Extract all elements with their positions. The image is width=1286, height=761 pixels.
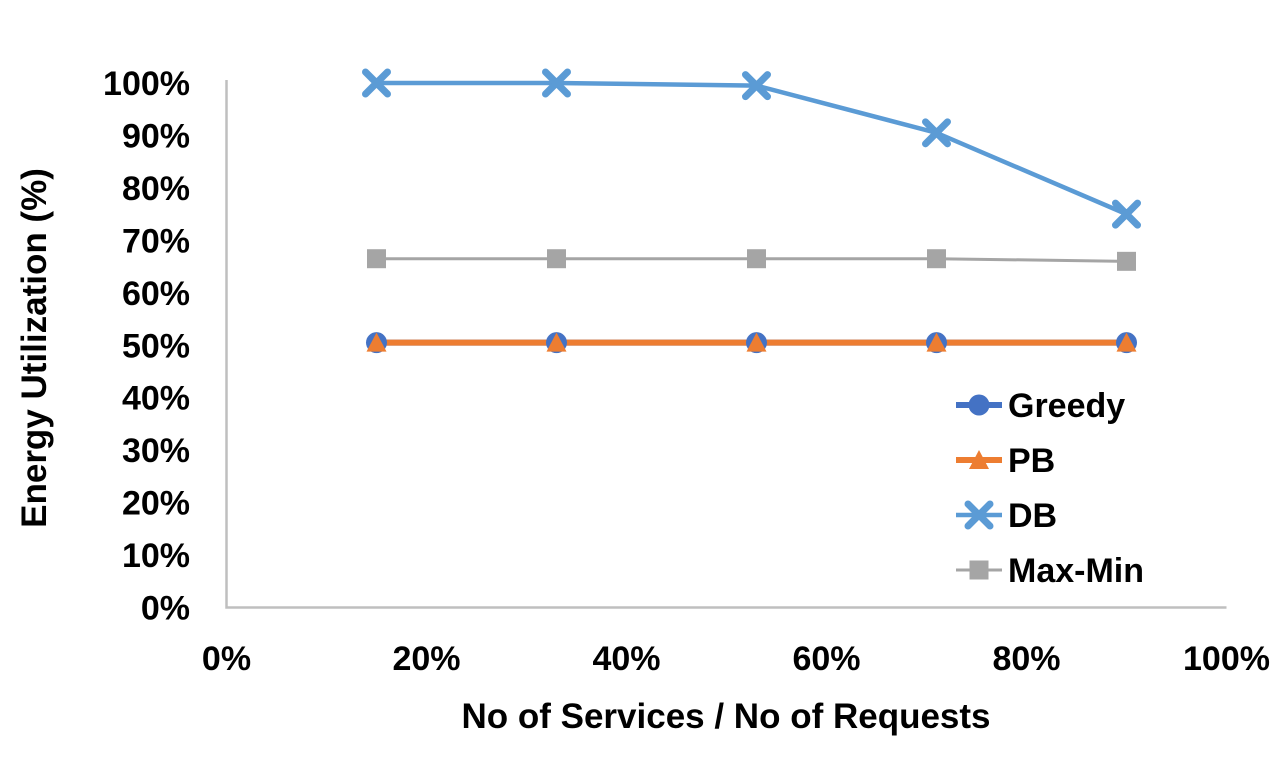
triangle-marker bbox=[926, 332, 947, 352]
x-tick-label: 0% bbox=[202, 640, 251, 678]
series-markers-max-min bbox=[367, 249, 1136, 271]
triangle-marker bbox=[1116, 332, 1137, 352]
square-marker bbox=[1117, 251, 1136, 271]
x-axis-title: No of Services / No of Requests bbox=[461, 697, 990, 736]
x-marker bbox=[964, 500, 994, 530]
x-tick-label: 20% bbox=[392, 640, 460, 678]
legend-label: PB bbox=[1008, 442, 1055, 480]
y-axis-title: Energy Utilization (%) bbox=[15, 168, 54, 528]
y-tick-label: 20% bbox=[122, 485, 190, 523]
legend-label: Max-Min bbox=[1008, 552, 1144, 590]
x-marker bbox=[922, 118, 951, 148]
square-marker bbox=[969, 560, 989, 580]
square-marker bbox=[367, 249, 386, 269]
x-tick-label: 60% bbox=[792, 640, 860, 678]
x-marker bbox=[362, 68, 391, 98]
square-marker bbox=[547, 249, 566, 269]
legend-entry-greedy: Greedy bbox=[956, 387, 1125, 425]
y-tick-label: 0% bbox=[141, 590, 190, 628]
x-marker bbox=[742, 71, 771, 101]
x-tick-label: 100% bbox=[1183, 640, 1270, 678]
triangle-marker bbox=[746, 332, 767, 352]
square-marker bbox=[927, 249, 946, 269]
square-marker bbox=[747, 249, 766, 269]
y-tick-label: 60% bbox=[122, 275, 190, 313]
y-tick-label: 80% bbox=[122, 170, 190, 208]
legend-entry-pb: PB bbox=[956, 442, 1055, 480]
x-marker bbox=[542, 68, 571, 98]
y-tick-label: 30% bbox=[122, 432, 190, 470]
y-tick-label: 40% bbox=[122, 380, 190, 418]
x-marker bbox=[1112, 199, 1141, 229]
legend-entry-max-min: Max-Min bbox=[956, 552, 1144, 590]
y-tick-label: 70% bbox=[122, 222, 190, 260]
y-tick-label: 50% bbox=[122, 327, 190, 365]
legend-label: Greedy bbox=[1008, 387, 1125, 425]
legend-label: DB bbox=[1008, 497, 1057, 535]
y-tick-label: 100% bbox=[103, 65, 190, 103]
y-tick-label: 90% bbox=[122, 117, 190, 155]
triangle-marker bbox=[546, 332, 567, 352]
series-markers-pb bbox=[366, 332, 1137, 352]
series-line-db bbox=[374, 80, 1129, 217]
legend-entry-db: DB bbox=[956, 497, 1057, 535]
x-tick-label: 40% bbox=[592, 640, 660, 678]
triangle-marker bbox=[969, 450, 989, 469]
circle-marker bbox=[968, 394, 990, 416]
triangle-marker bbox=[366, 332, 387, 352]
axis-lines bbox=[225, 80, 1227, 609]
x-tick-label: 80% bbox=[992, 640, 1060, 678]
y-tick-label: 10% bbox=[122, 537, 190, 575]
series-markers-db bbox=[362, 68, 1141, 229]
